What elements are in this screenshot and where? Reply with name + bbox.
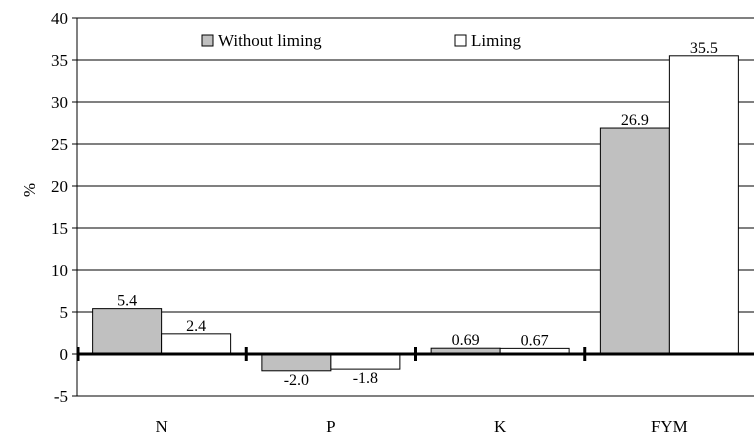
bar <box>92 308 163 355</box>
data-label: 35.5 <box>690 40 718 57</box>
data-label: 0.69 <box>452 332 480 349</box>
y-tick-label: 40 <box>51 9 68 28</box>
legend-label-liming: Liming <box>471 31 522 50</box>
gridlines <box>77 17 754 397</box>
y-tick-label: 10 <box>51 261 68 280</box>
data-label: 2.4 <box>186 318 206 335</box>
bar <box>261 353 332 372</box>
legend-swatch-liming <box>454 34 467 47</box>
category-label: N <box>155 417 167 436</box>
y-tick-label: 15 <box>51 219 68 238</box>
bar <box>330 353 401 370</box>
legend-label-without-liming: Without liming <box>218 31 322 50</box>
data-label: 26.9 <box>621 112 649 129</box>
bar <box>599 127 670 355</box>
y-tick-label: 0 <box>60 345 69 364</box>
data-label: -1.8 <box>353 370 378 387</box>
bar <box>668 55 739 355</box>
y-tick-label: 30 <box>51 93 68 112</box>
data-label: 0.67 <box>521 332 549 349</box>
y-tick-label: 25 <box>51 135 68 154</box>
y-axis-label: % <box>20 183 39 197</box>
y-tick-label: 35 <box>51 51 68 70</box>
bar <box>161 333 232 355</box>
category-label: FYM <box>651 417 688 436</box>
legend: Without liming Liming <box>201 31 522 50</box>
category-label: P <box>326 417 335 436</box>
axes <box>72 17 754 397</box>
labels: -5 0 5 10 15 20 25 30 35 40 5.4 2.4 N -2.0 -1.8 P 0.69 0.… <box>51 9 718 436</box>
y-tick-label: 20 <box>51 177 68 196</box>
legend-swatch-without-liming <box>201 34 214 47</box>
bars <box>92 55 739 372</box>
y-tick-label: -5 <box>54 387 68 406</box>
category-label: K <box>494 417 507 436</box>
data-label: 5.4 <box>117 293 137 310</box>
y-tick-label: 5 <box>60 303 69 322</box>
data-label: -2.0 <box>284 372 309 389</box>
